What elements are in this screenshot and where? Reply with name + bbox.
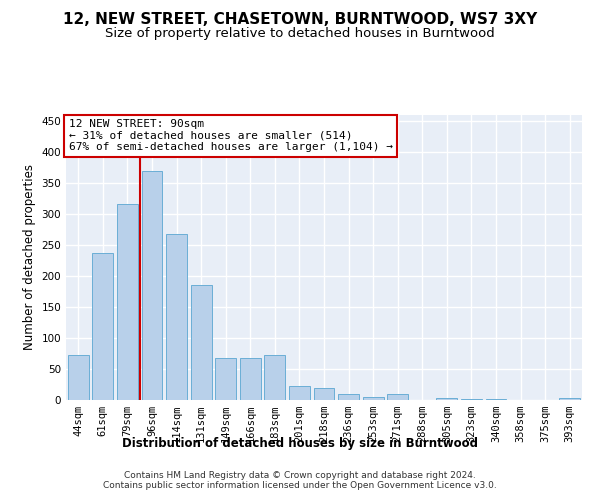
Bar [387,394,408,400]
Bar [166,234,187,400]
Text: Contains HM Land Registry data © Crown copyright and database right 2024.
Contai: Contains HM Land Registry data © Crown c… [103,470,497,490]
Bar [68,356,89,400]
Bar [559,398,580,400]
Text: Distribution of detached houses by size in Burntwood: Distribution of detached houses by size … [122,438,478,450]
Y-axis label: Number of detached properties: Number of detached properties [23,164,36,350]
Bar [436,398,457,400]
Bar [338,394,359,400]
Bar [92,253,113,400]
Bar [191,286,212,400]
Text: Size of property relative to detached houses in Burntwood: Size of property relative to detached ho… [105,28,495,40]
Bar [215,358,236,400]
Bar [142,171,163,400]
Bar [117,204,138,400]
Bar [240,358,261,400]
Bar [289,386,310,400]
Text: 12 NEW STREET: 90sqm
← 31% of detached houses are smaller (514)
67% of semi-deta: 12 NEW STREET: 90sqm ← 31% of detached h… [68,120,392,152]
Bar [314,388,334,400]
Bar [362,397,383,400]
Text: 12, NEW STREET, CHASETOWN, BURNTWOOD, WS7 3XY: 12, NEW STREET, CHASETOWN, BURNTWOOD, WS… [63,12,537,28]
Bar [265,356,286,400]
